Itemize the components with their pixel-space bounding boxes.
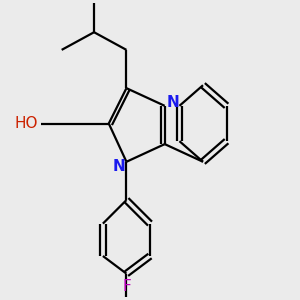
Text: N: N [113, 159, 125, 174]
Text: F: F [122, 279, 131, 294]
Text: N: N [167, 95, 179, 110]
Text: HO: HO [15, 116, 38, 131]
